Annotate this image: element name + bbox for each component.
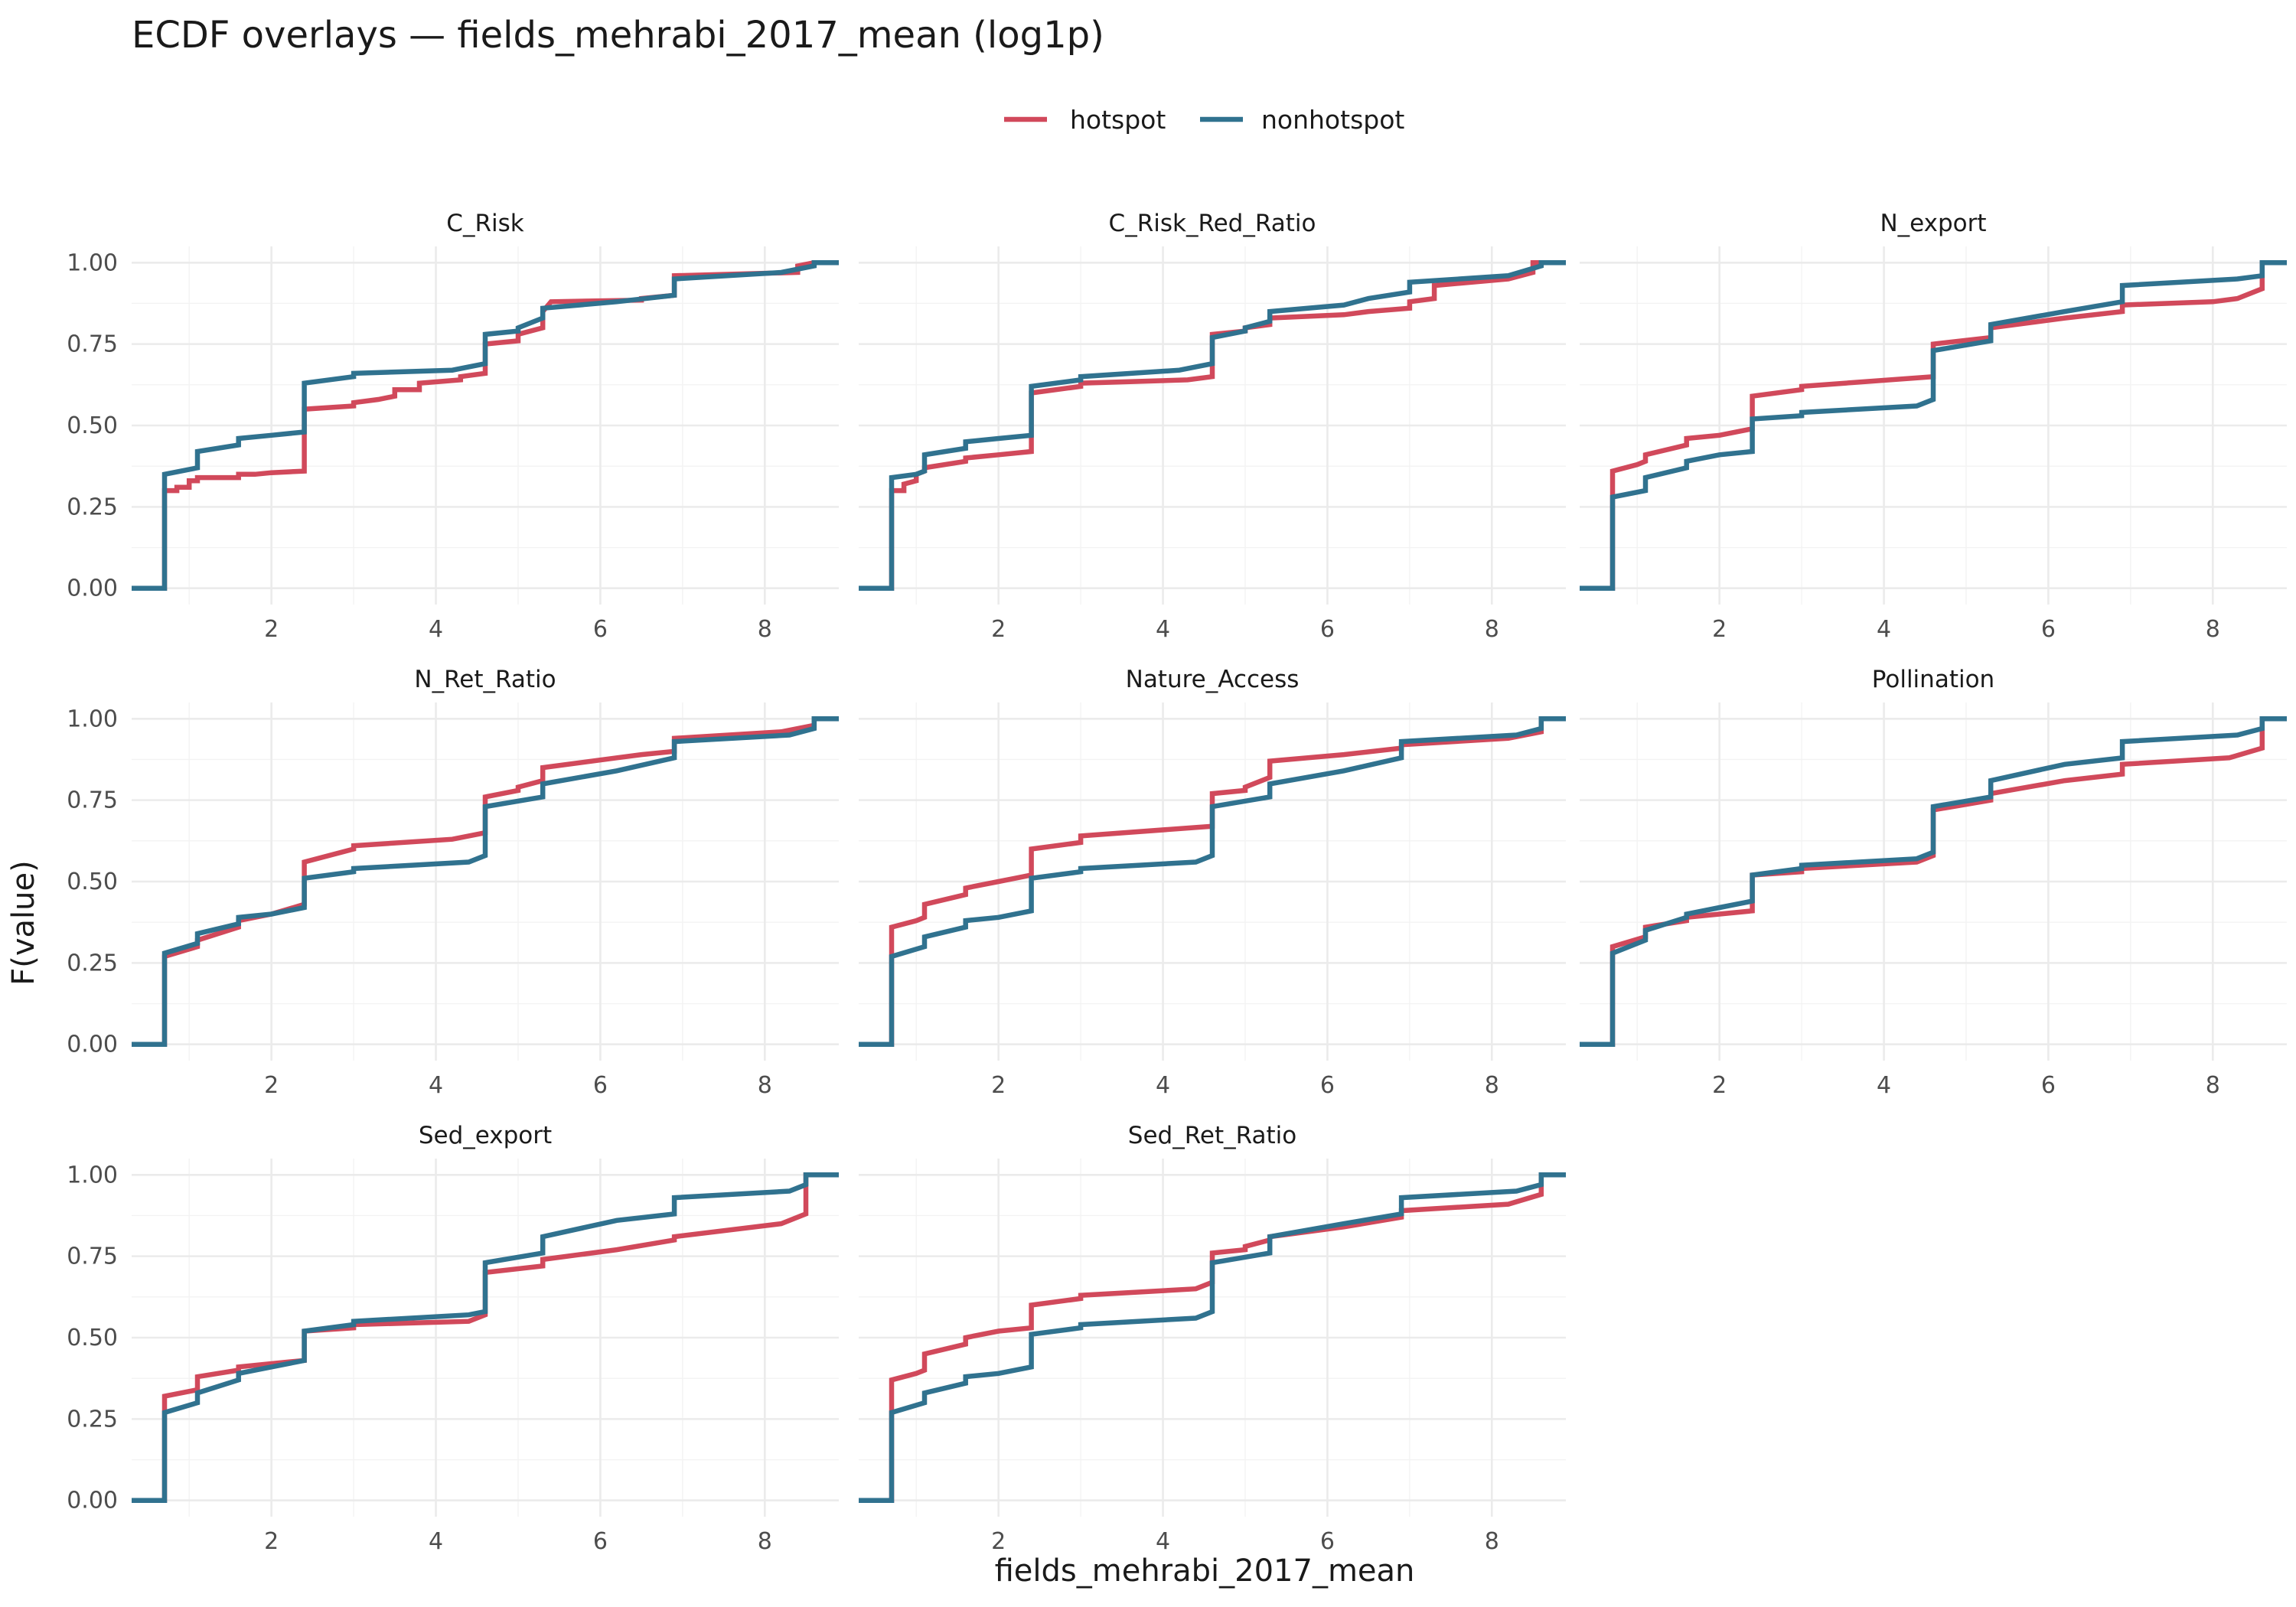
x-tick-label: 2 xyxy=(264,616,279,643)
y-tick-label: 0.75 xyxy=(67,1244,118,1270)
ecdf-line-nonhotspot xyxy=(132,1172,839,1503)
ecdf-line-nonhotspot xyxy=(1580,260,2287,591)
y-tick-label: 1.00 xyxy=(67,706,118,732)
x-tick-label: 4 xyxy=(429,616,443,643)
y-tick-label: 0.50 xyxy=(67,1325,118,1351)
x-tick-label: 8 xyxy=(1485,1072,1499,1099)
y-tick-label: 0.75 xyxy=(67,787,118,814)
x-tick-label: 8 xyxy=(2206,616,2220,643)
facet-label: C_Risk_Red_Ratio xyxy=(1109,210,1316,237)
panel-sed-ret-ratio: Sed_Ret_Ratio 2 4 6 8 xyxy=(859,1122,1566,1555)
x-tick-label: 8 xyxy=(758,1528,772,1555)
x-tick-label: 4 xyxy=(429,1072,443,1099)
ecdf-line-nonhotspot xyxy=(859,716,1566,1047)
facet-label: Sed_export xyxy=(419,1122,552,1149)
legend-label-hotspot: hotspot xyxy=(1070,105,1166,135)
ecdf-line-nonhotspot xyxy=(859,1172,1566,1503)
facet-label: Sed_Ret_Ratio xyxy=(1128,1122,1296,1149)
ecdf-line-nonhotspot xyxy=(132,716,839,1047)
ecdf-line-nonhotspot xyxy=(132,260,839,591)
facet-label: N_export xyxy=(1880,210,1986,237)
facet-label: Pollination xyxy=(1872,666,1994,693)
x-tick-label: 2 xyxy=(264,1528,279,1555)
x-tick-label: 4 xyxy=(1877,1072,1891,1099)
y-axis-title: F(value) xyxy=(6,860,41,985)
y-tick-label: 0.25 xyxy=(67,950,118,976)
y-tick-label: 0.00 xyxy=(67,1032,118,1058)
y-tick-label: 0.00 xyxy=(67,575,118,602)
x-tick-label: 8 xyxy=(1485,1528,1499,1555)
x-tick-label: 4 xyxy=(429,1528,443,1555)
x-tick-label: 6 xyxy=(593,616,608,643)
ecdf-line-nonhotspot xyxy=(859,260,1566,591)
legend-label-nonhotspot: nonhotspot xyxy=(1261,105,1404,135)
x-tick-label: 6 xyxy=(1320,616,1335,643)
y-tick-label: 0.75 xyxy=(67,331,118,358)
facet-label: N_Ret_Ratio xyxy=(414,666,556,693)
ecdf-line-nonhotspot xyxy=(1580,716,2287,1047)
panel-nature-access: Nature_Access 2 4 6 8 xyxy=(859,666,1566,1099)
y-tick-label: 0.25 xyxy=(67,1406,118,1433)
panel-n-ret-ratio: N_Ret_Ratio 0.00 0.25 0.50 0.75 1.00 2 4 6 8 xyxy=(67,666,839,1099)
x-tick-label: 4 xyxy=(1156,1072,1170,1099)
x-tick-label: 8 xyxy=(758,1072,772,1099)
x-tick-label: 2 xyxy=(1712,616,1727,643)
x-tick-label: 6 xyxy=(1320,1528,1335,1555)
x-tick-label: 4 xyxy=(1156,616,1170,643)
x-tick-label: 4 xyxy=(1877,616,1891,643)
x-tick-label: 4 xyxy=(1156,1528,1170,1555)
x-tick-label: 6 xyxy=(593,1072,608,1099)
x-tick-label: 6 xyxy=(2041,616,2056,643)
x-tick-label: 2 xyxy=(991,1072,1006,1099)
y-tick-label: 0.50 xyxy=(67,412,118,439)
y-tick-label: 1.00 xyxy=(67,1162,118,1188)
x-tick-label: 2 xyxy=(1712,1072,1727,1099)
x-tick-label: 6 xyxy=(593,1528,608,1555)
y-tick-label: 1.00 xyxy=(67,249,118,276)
x-axis-title: fields_mehrabi_2017_mean xyxy=(995,1553,1415,1589)
panel-c-risk-red-ratio: C_Risk_Red_Ratio 2 4 6 8 xyxy=(859,210,1566,643)
y-tick-label: 0.00 xyxy=(67,1488,118,1514)
y-tick-label: 0.25 xyxy=(67,494,118,520)
legend: hotspot nonhotspot xyxy=(1004,105,1404,135)
x-tick-label: 2 xyxy=(991,1528,1006,1555)
x-tick-label: 6 xyxy=(1320,1072,1335,1099)
x-tick-label: 2 xyxy=(991,616,1006,643)
ecdf-line-hotspot xyxy=(1580,260,2287,591)
x-tick-label: 2 xyxy=(264,1072,279,1099)
chart-title: ECDF overlays — fields_mehrabi_2017_mean… xyxy=(132,14,1104,57)
facet-label: C_Risk xyxy=(446,210,523,237)
ecdf-line-hotspot xyxy=(859,260,1566,591)
panel-pollination: Pollination 2 4 6 8 xyxy=(1580,666,2287,1099)
x-tick-label: 8 xyxy=(1485,616,1499,643)
panel-c-risk: C_Risk 0.00 0.25 0.50 0.75 1.00 2 4 6 8 xyxy=(67,210,839,643)
facet-label: Nature_Access xyxy=(1126,666,1300,693)
x-tick-label: 6 xyxy=(2041,1072,2056,1099)
x-tick-label: 8 xyxy=(758,616,772,643)
x-tick-label: 8 xyxy=(2206,1072,2220,1099)
panel-sed-export: Sed_export 0.00 0.25 0.50 0.75 1.00 2 4 6 8 xyxy=(67,1122,839,1555)
panel-n-export: N_export 2 4 6 8 xyxy=(1580,210,2287,643)
ecdf-line-hotspot xyxy=(132,1172,839,1503)
y-tick-label: 0.50 xyxy=(67,869,118,895)
